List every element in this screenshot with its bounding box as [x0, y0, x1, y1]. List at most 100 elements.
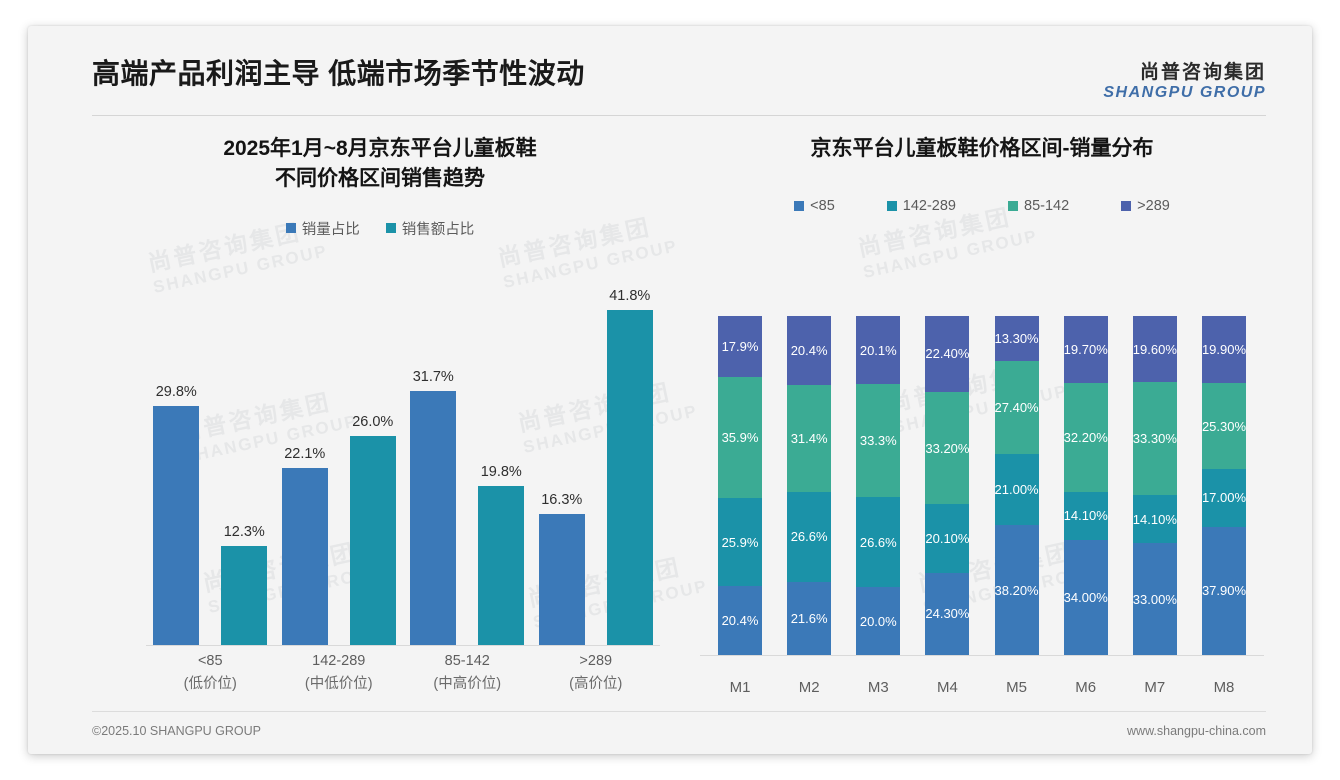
- stack-segment-value: 27.40%: [994, 400, 1039, 416]
- stack-segment-142-289: 26.6%: [787, 491, 832, 582]
- stack-segment-value: 33.00%: [1132, 591, 1177, 607]
- stack-segment-value: 19.90%: [1201, 342, 1246, 358]
- bar-group-<85: 29.8% 12.3%: [153, 284, 268, 645]
- stack-segment-<85: 20.0%: [856, 587, 901, 655]
- stack-segment-value: 25.30%: [1201, 418, 1246, 434]
- x-axis-label-main: >289: [579, 653, 613, 669]
- bar-value-label: 22.1%: [284, 445, 326, 462]
- left-chart-bars: 29.8% 12.3% 22.1% 26.0% 31.7% 19.8% 16.3% 41.8%: [146, 284, 660, 646]
- stack-segment->289: 13.30%: [994, 316, 1039, 362]
- stack-segment->289: 19.60%: [1132, 316, 1177, 383]
- right-legend-item-0[interactable]: <85: [794, 198, 835, 214]
- legend-label: 85-142: [1024, 197, 1070, 214]
- logo-en-text: SHANGPU GROUP: [1103, 83, 1266, 101]
- legend-swatch-icon: [886, 200, 897, 211]
- stack-segment-85-142: 32.20%: [1063, 382, 1108, 492]
- stack-segment-value: 33.3%: [859, 433, 897, 449]
- stacked-bar-M1[interactable]: 17.9% 35.9% 25.9% 20.4%: [718, 316, 762, 655]
- left-legend-item-0[interactable]: 销量占比: [285, 218, 360, 239]
- header-divider: [92, 115, 1266, 116]
- legend-label: 销量占比: [301, 221, 360, 238]
- stack-segment-value: 34.00%: [1063, 589, 1108, 605]
- stack-segment-85-142: 27.40%: [994, 361, 1039, 455]
- bar->289-销售额占比[interactable]: 41.8%: [606, 284, 653, 645]
- stacked-bar-M4[interactable]: 22.40% 33.20% 20.10% 24.30%: [925, 316, 970, 655]
- x-axis-label-M2: M2: [798, 679, 820, 696]
- stack-segment->289: 20.1%: [856, 316, 901, 385]
- bar-rect: [281, 467, 328, 645]
- stack-segment->289: 20.4%: [787, 316, 832, 386]
- x-axis-label-main: 142-289: [312, 653, 366, 669]
- left-chart-legend: 销量占比 销售额占比: [90, 218, 670, 239]
- legend-label: 销售额占比: [401, 221, 475, 238]
- bar-142-289-销量占比[interactable]: 22.1%: [281, 284, 328, 645]
- bar-rect: [606, 309, 653, 645]
- stack-segment-<85: 33.00%: [1132, 543, 1177, 655]
- x-axis-label-85-142: 85-142 (中高价位): [410, 650, 524, 708]
- stacked-bar-M6[interactable]: 19.70% 32.20% 14.10% 34.00%: [1063, 316, 1108, 655]
- stack-segment-value: 21.6%: [790, 610, 828, 626]
- right-legend-item-3[interactable]: >289: [1121, 198, 1170, 214]
- stacked-bar-M2[interactable]: 20.4% 31.4% 26.6% 21.6%: [787, 316, 832, 655]
- stack-segment-142-289: 26.6%: [856, 497, 901, 588]
- bar-rect: [538, 514, 585, 645]
- bar-value-label: 12.3%: [223, 524, 265, 541]
- stack-segment->289: 19.70%: [1063, 316, 1108, 383]
- bar-value-label: 26.0%: [352, 414, 394, 431]
- stack-segment-142-289: 14.10%: [1132, 495, 1177, 544]
- stack-segment-value: 17.00%: [1201, 490, 1246, 506]
- right-chart-bars: 17.9% 35.9% 25.9% 20.4% 20.4% 31.4% 26.6% 21.6%…: [700, 316, 1264, 656]
- x-axis-label-sub: (高价位): [569, 676, 623, 693]
- bar-value-label: 29.8%: [155, 383, 197, 400]
- stack-segment-value: 25.9%: [721, 534, 759, 550]
- left-chart-title-line1: 2025年1月~8月京东平台儿童板鞋: [223, 137, 537, 160]
- right-chart-plot: 17.9% 35.9% 25.9% 20.4% 20.4% 31.4% 26.6% 21.6%…: [700, 316, 1264, 656]
- bar-85-142-销售额占比[interactable]: 19.8%: [478, 284, 525, 645]
- bar-<85-销售额占比[interactable]: 12.3%: [221, 284, 268, 645]
- right-legend-item-2[interactable]: 85-142: [1008, 198, 1069, 214]
- stacked-bar-M7[interactable]: 19.60% 33.30% 14.10% 33.00%: [1132, 316, 1177, 655]
- logo-cn-text: 尚普咨询集团: [1139, 62, 1266, 83]
- stack-segment-value: 20.4%: [790, 343, 828, 359]
- stack-segment-value: 20.0%: [859, 613, 897, 629]
- bar-value-label: 41.8%: [609, 287, 651, 304]
- footer-website: www.shangpu-china.com: [1127, 724, 1266, 738]
- stack-segment-value: 20.10%: [925, 531, 970, 547]
- bar-group-85-142: 31.7% 19.8%: [410, 284, 525, 645]
- stack-segment-value: 37.90%: [1201, 583, 1246, 599]
- stack-segment-<85: 20.4%: [718, 585, 762, 655]
- bar-value-label: 31.7%: [412, 368, 454, 385]
- bar-rect: [478, 486, 525, 645]
- stacked-bar-M8[interactable]: 19.90% 25.30% 17.00% 37.90%: [1201, 316, 1246, 655]
- stack-segment-85-142: 31.4%: [787, 385, 832, 492]
- left-chart-plot: 29.8% 12.3% 22.1% 26.0% 31.7% 19.8% 16.3% 41.8%: [146, 284, 660, 646]
- stacked-bar-M5[interactable]: 13.30% 27.40% 21.00% 38.20%: [994, 316, 1039, 655]
- slide-header: 高端产品利润主导 低端市场季节性波动 尚普咨询集团 SHANGPU GROUP: [28, 26, 1312, 118]
- bar-value-label: 19.8%: [480, 464, 522, 481]
- bar-142-289-销售额占比[interactable]: 26.0%: [349, 284, 396, 645]
- stack-segment-142-289: 14.10%: [1063, 491, 1108, 540]
- x-axis-label-sub: (低价位): [183, 676, 237, 693]
- legend-swatch-icon: [794, 200, 805, 211]
- stack-segment-<85: 21.6%: [787, 581, 832, 655]
- stack-segment-value: 31.4%: [790, 430, 828, 446]
- stack-segment-value: 33.20%: [925, 440, 970, 456]
- bar->289-销量占比[interactable]: 16.3%: [538, 284, 585, 645]
- bar-<85-销量占比[interactable]: 29.8%: [153, 284, 200, 645]
- stack-segment-<85: 34.00%: [1063, 539, 1108, 655]
- stack-segment-142-289: 21.00%: [994, 454, 1039, 526]
- bar-rect: [153, 405, 200, 645]
- stack-segment-value: 14.10%: [1132, 511, 1177, 527]
- x-axis-label-M4: M4: [937, 679, 958, 696]
- stack-segment-value: 14.10%: [1063, 508, 1108, 524]
- left-chart-title: 2025年1月~8月京东平台儿童板鞋 不同价格区间销售趋势: [90, 134, 670, 194]
- left-legend-item-1[interactable]: 销售额占比: [385, 218, 475, 239]
- legend-label: <85: [810, 197, 835, 214]
- stack-segment-<85: 37.90%: [1201, 526, 1246, 655]
- stack-segment-value: 32.20%: [1063, 429, 1108, 445]
- x-axis-label-M6: M6: [1075, 679, 1097, 696]
- bar-85-142-销量占比[interactable]: 31.7%: [410, 284, 457, 645]
- stacked-bar-M3[interactable]: 20.1% 33.3% 26.6% 20.0%: [856, 316, 901, 655]
- right-legend-item-1[interactable]: 142-289: [886, 198, 956, 214]
- stack-segment-85-142: 33.3%: [856, 384, 901, 498]
